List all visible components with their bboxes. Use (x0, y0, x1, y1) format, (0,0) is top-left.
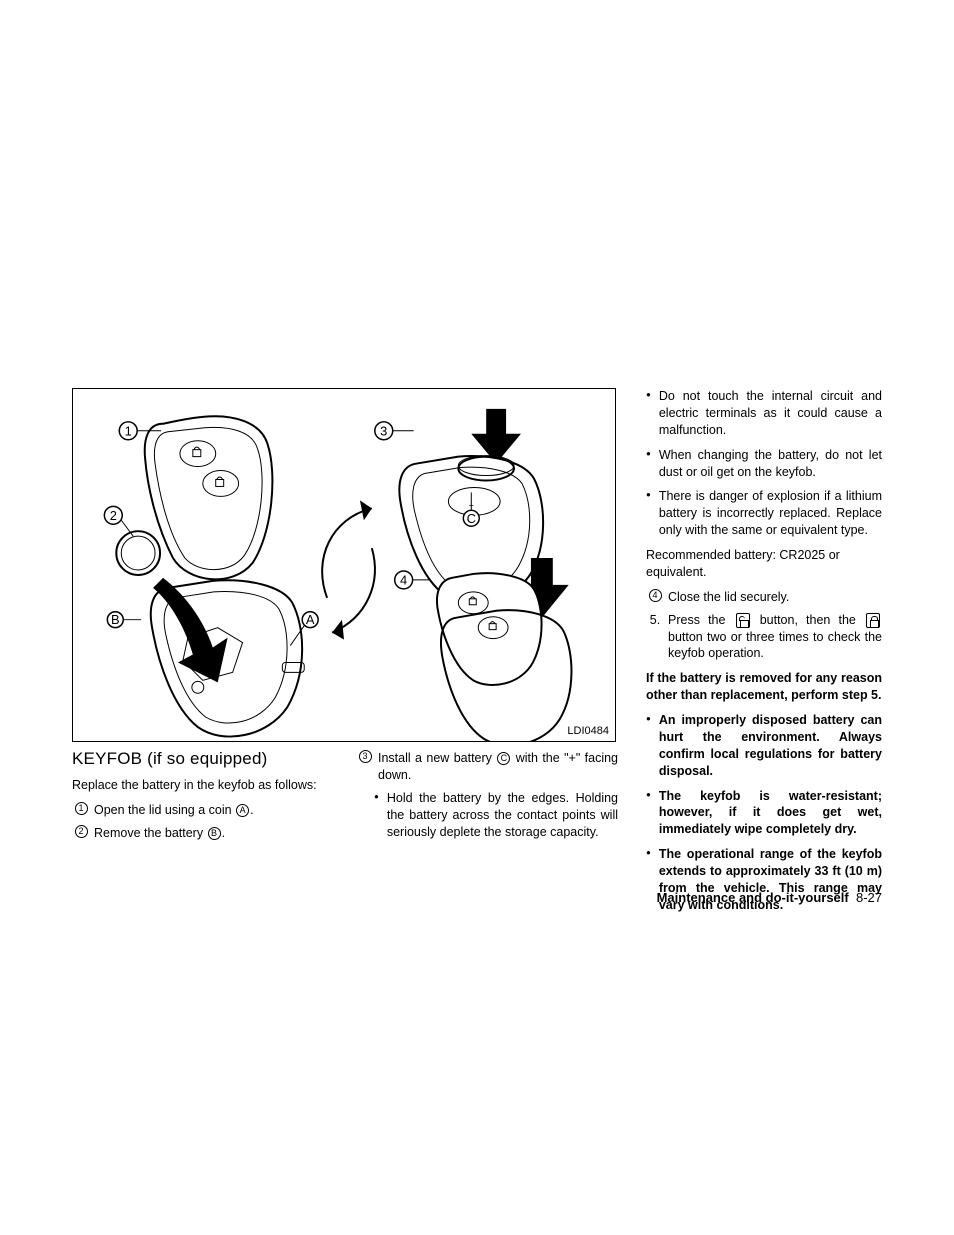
step-num-1: 1 (75, 802, 88, 815)
ref-A: A (236, 804, 249, 817)
page-footer: Maintenance and do-it-yourself 8-27 (657, 890, 882, 905)
callout-C: C (463, 492, 479, 526)
callout-B: B (107, 612, 141, 628)
callout-1: 1 (119, 422, 161, 440)
step1-pre: Open the lid using a coin (94, 803, 235, 817)
svg-text:C: C (467, 511, 476, 526)
step5-c: button two or three times to check the k… (668, 630, 882, 661)
step-num-2: 2 (75, 825, 88, 838)
intro-text: Replace the battery in the keyfob as fol… (72, 777, 334, 794)
section-heading: KEYFOB (if so equipped) (72, 748, 334, 771)
step-num-4: 4 (649, 589, 662, 602)
col3-bullet-1: Do not touch the internal circuit and el… (646, 388, 882, 439)
step5-a: Press the (668, 613, 725, 627)
figure-ref: LDI0484 (567, 725, 609, 737)
step2-pre: Remove the battery (94, 826, 207, 840)
step5-b: button, then the (760, 613, 856, 627)
step-num-3: 3 (359, 750, 372, 763)
step-1: 1 Open the lid using a coin A. (72, 802, 334, 819)
callout-A: A (290, 612, 318, 646)
col3-bullet-3: There is danger of explosion if a lithiu… (646, 488, 882, 539)
col3-bullet-2: When changing the battery, do not let du… (646, 447, 882, 481)
svg-text:2: 2 (110, 508, 117, 523)
svg-text:1: 1 (125, 423, 132, 438)
svg-text:4: 4 (400, 572, 407, 587)
step-3: 3 Install a new battery C with the "+" f… (356, 750, 618, 784)
lock-icon (866, 613, 880, 628)
step-5: 5. Press the button, then the button two… (646, 612, 882, 663)
step-4: 4 Close the lid securely. (646, 589, 882, 606)
unlock-icon (736, 613, 750, 628)
keyfob-diagram-svg: + (73, 389, 615, 741)
bold-paragraph: If the battery is removed for any reason… (646, 670, 882, 704)
ref-C: C (497, 752, 510, 765)
svg-text:B: B (111, 612, 120, 627)
keyfob-figure: + (72, 388, 616, 742)
callout-4: 4 (395, 571, 430, 589)
callout-3: 3 (375, 422, 414, 440)
col2-bullet: Hold the battery by the edges. Holding t… (374, 790, 618, 841)
step1-post: . (250, 803, 253, 817)
page-number: 8-27 (856, 890, 882, 905)
svg-text:3: 3 (380, 423, 387, 438)
callout-2: 2 (104, 506, 133, 536)
chapter-name: Maintenance and do-it-yourself (657, 890, 849, 905)
ref-B: B (208, 827, 221, 840)
step3-pre: Install a new battery (378, 751, 496, 765)
svg-text:A: A (306, 612, 315, 627)
bold-bullet-2: The keyfob is water-resistant; however, … (646, 788, 882, 839)
step2-post: . (222, 826, 225, 840)
recommended-battery: Recommended battery: CR2025 or equivalen… (646, 547, 882, 581)
bold-bullet-1: An improperly disposed battery can hurt … (646, 712, 882, 780)
step-2: 2 Remove the battery B. (72, 825, 334, 842)
